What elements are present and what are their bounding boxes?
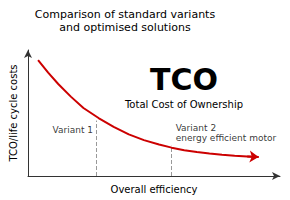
svg-text:Total Cost of Ownership: Total Cost of Ownership (124, 99, 243, 110)
svg-text:Overall efficiency: Overall efficiency (111, 184, 198, 195)
svg-text:energy efficient motor: energy efficient motor (176, 133, 277, 143)
svg-text:TCO/life cycle costs: TCO/life cycle costs (8, 64, 19, 162)
svg-text:Variant 2: Variant 2 (176, 123, 217, 133)
svg-text:Comparison of standard variant: Comparison of standard variants (35, 8, 216, 21)
svg-text:Variant 1: Variant 1 (53, 125, 94, 135)
svg-text:and optimised solutions: and optimised solutions (59, 21, 191, 34)
svg-text:TCO: TCO (150, 62, 218, 97)
